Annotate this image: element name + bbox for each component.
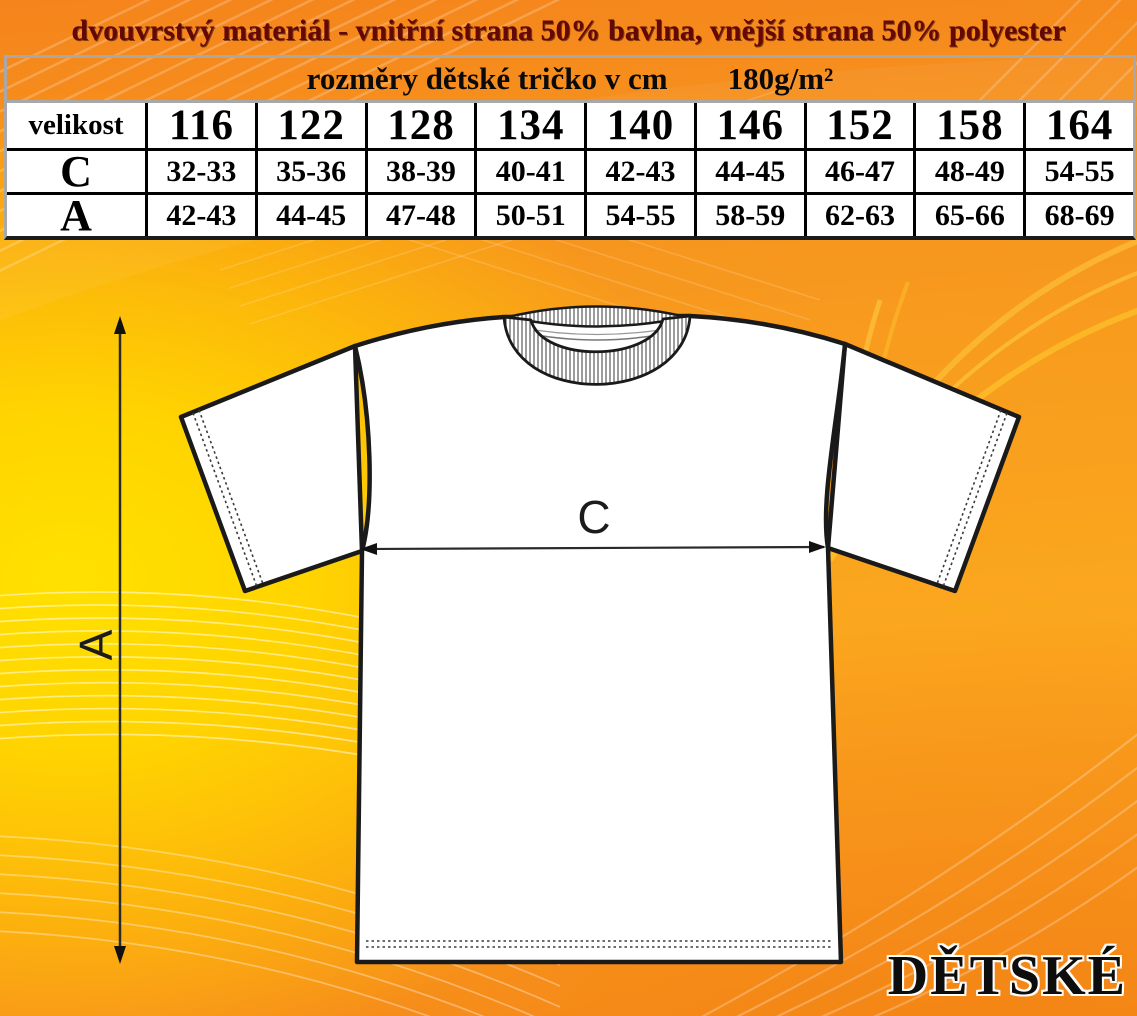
shirt-body xyxy=(352,313,848,965)
left-sleeve xyxy=(178,343,365,594)
column-header: 134 xyxy=(474,102,584,149)
table-cell: 38-39 xyxy=(364,148,475,192)
column-header: 146 xyxy=(693,102,804,149)
table-grid: velikost 116 122 128 134 140 146 152 158… xyxy=(7,102,1133,237)
column-header: 122 xyxy=(254,102,365,149)
table-cell: 54-55 xyxy=(584,192,694,236)
chest-width-arrow xyxy=(360,541,826,555)
column-header: 140 xyxy=(584,102,694,149)
column-header: 152 xyxy=(803,102,914,149)
right-sleeve xyxy=(825,341,1022,594)
row-label-a: A xyxy=(7,192,145,237)
arrowhead-left-icon xyxy=(360,543,377,555)
table-cell: 54-55 xyxy=(1023,148,1133,192)
table-title-row: rozměry dětské tričko v cm 180g/m² xyxy=(7,58,1133,103)
length-measure-label: A xyxy=(70,629,122,660)
table-cell: 42-43 xyxy=(584,148,694,192)
chest-measure-label: C xyxy=(577,491,610,543)
table-cell: 50-51 xyxy=(474,192,585,236)
arrowhead-up-icon xyxy=(114,316,126,334)
arrowhead-right-icon xyxy=(809,541,826,553)
table-cell: 44-45 xyxy=(254,192,365,236)
table-cell: 48-49 xyxy=(913,148,1024,192)
table-cell: 62-63 xyxy=(803,192,914,236)
table-cell: 35-36 xyxy=(254,148,365,192)
arc-lines-bottom-right xyxy=(701,733,1137,1016)
row-label-c: C xyxy=(7,148,145,193)
arrowhead-down-icon xyxy=(114,946,126,964)
hem-stitching xyxy=(366,940,833,948)
size-table: rozměry dětské tričko v cm 180g/m² velik… xyxy=(4,55,1136,240)
table-cell: 42-43 xyxy=(145,192,255,236)
table-cell: 40-41 xyxy=(474,148,585,192)
column-header: 128 xyxy=(364,102,475,149)
fabric-weight: 180g/m² xyxy=(727,61,834,96)
table-cell: 65-66 xyxy=(913,192,1024,236)
table-title: rozměry dětské tričko v cm xyxy=(306,61,668,96)
length-arrow xyxy=(114,316,126,964)
left-cuff-stitching xyxy=(192,409,264,588)
right-cuff-stitching xyxy=(936,409,1008,588)
table-cell: 68-69 xyxy=(1023,192,1133,236)
table-cell: 58-59 xyxy=(693,192,804,236)
table-cell: 47-48 xyxy=(364,192,475,236)
material-note: dvouvrstvý materiál - vnitřní strana 50%… xyxy=(71,14,1066,47)
column-header: 116 xyxy=(145,102,255,149)
table-cell: 44-45 xyxy=(693,148,804,192)
collar-front-band xyxy=(502,314,692,386)
column-header: 164 xyxy=(1023,102,1133,149)
column-header: velikost xyxy=(28,109,124,141)
table-cell: 32-33 xyxy=(145,148,255,192)
category-label: DĚTSKÉ xyxy=(887,945,1127,1007)
column-header: 158 xyxy=(913,102,1023,149)
table-cell: 46-47 xyxy=(803,148,914,192)
